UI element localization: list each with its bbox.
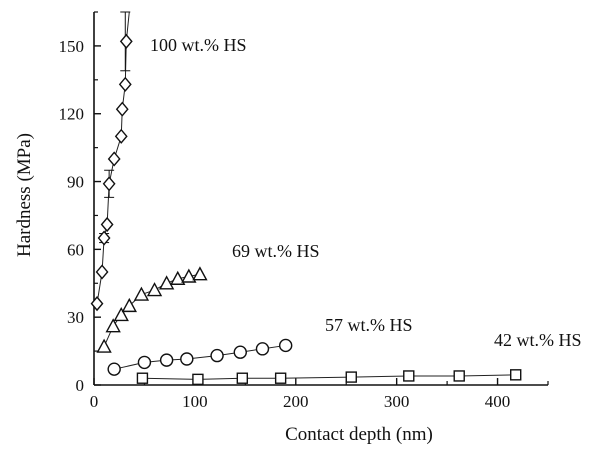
x-tick-label: 300 xyxy=(384,392,410,411)
data-point-square xyxy=(345,371,357,383)
data-point-diamond xyxy=(119,33,133,49)
series-label: 100 wt.% HS xyxy=(150,35,247,55)
x-axis-title: Contact depth (nm) xyxy=(285,424,433,445)
y-tick-label: 30 xyxy=(67,308,84,327)
y-tick-label: 60 xyxy=(67,240,84,259)
data-point-circle xyxy=(180,352,194,366)
data-point-square xyxy=(403,370,415,382)
data-point-triangle xyxy=(181,268,197,283)
data-point-diamond xyxy=(97,230,111,246)
data-point-square xyxy=(510,369,522,381)
data-point-triangle xyxy=(113,306,129,322)
data-point-diamond xyxy=(95,264,109,280)
data-point-triangle xyxy=(158,275,175,290)
y-tick-label: 120 xyxy=(59,105,85,124)
data-point-triangle xyxy=(121,297,137,313)
data-point-diamond xyxy=(90,296,104,312)
data-point-circle xyxy=(159,353,174,367)
data-point-diamond xyxy=(102,176,116,192)
data-point-square xyxy=(274,372,287,384)
data-point-triangle xyxy=(133,286,150,301)
series-circle: 57 wt.% HS xyxy=(107,315,413,376)
data-point-diamond xyxy=(118,76,132,92)
data-point-circle xyxy=(233,345,247,359)
series-triangle: 69 wt.% HS xyxy=(96,241,320,353)
series-label: 57 wt.% HS xyxy=(325,315,413,335)
y-tick-label: 90 xyxy=(67,173,84,192)
series-diamond: 100 wt.% HS xyxy=(90,11,247,312)
series-label: 42 wt.% HS xyxy=(494,330,582,350)
series-line xyxy=(96,41,127,304)
data-point-triangle xyxy=(105,318,121,333)
data-point-square xyxy=(136,372,149,384)
y-axis-title: Hardness (MPa) xyxy=(14,133,35,257)
series-square: 42 wt.% HS xyxy=(136,330,582,386)
y-tick-label: 150 xyxy=(59,37,85,56)
series-layer: 100 wt.% HS 69 wt.% HS 57 wt.% HS 42 wt.% H… xyxy=(90,11,582,386)
data-point-circle xyxy=(278,338,293,353)
series-line xyxy=(142,374,516,380)
data-point-diamond xyxy=(107,151,121,167)
data-point-triangle xyxy=(146,282,163,297)
data-point-triangle xyxy=(170,270,186,285)
data-point-circle xyxy=(255,342,270,356)
x-tick-label: 400 xyxy=(485,392,511,411)
data-point-circle xyxy=(137,355,152,370)
data-point-square xyxy=(236,372,249,384)
series-line xyxy=(103,273,201,347)
data-point-triangle xyxy=(96,338,112,353)
data-point-circle xyxy=(210,348,224,363)
x-tick-label: 200 xyxy=(283,392,309,411)
data-point-circle xyxy=(107,362,121,376)
x-tick-label: 100 xyxy=(182,392,208,411)
series-label: 69 wt.% HS xyxy=(232,241,320,261)
y-tick-label: 0 xyxy=(76,376,85,395)
data-point-square xyxy=(453,370,465,382)
data-point-square xyxy=(192,373,204,386)
data-point-diamond xyxy=(100,216,114,233)
axes: 0 100 200 300 400 0 30 60 90 120 150 xyxy=(59,11,549,411)
x-tick-label: 0 xyxy=(90,392,99,411)
data-point-diamond xyxy=(115,101,129,117)
data-point-triangle xyxy=(192,266,208,281)
data-point-diamond xyxy=(114,128,128,144)
